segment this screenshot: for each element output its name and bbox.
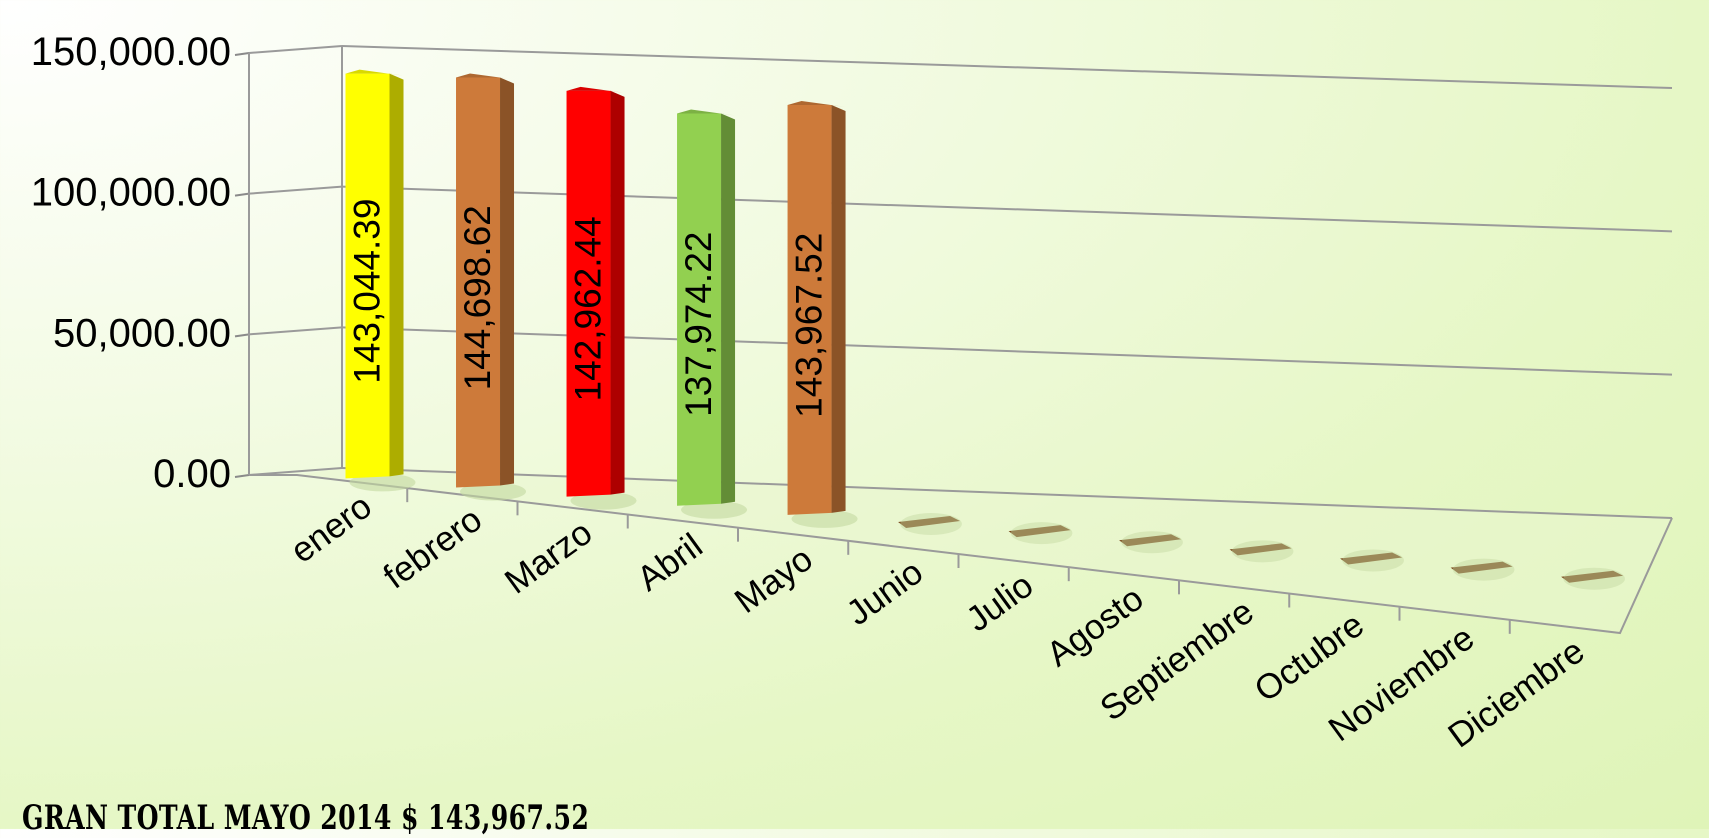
bar-shadow bbox=[1232, 540, 1294, 562]
bar-shadow bbox=[1121, 531, 1183, 553]
gridline bbox=[342, 327, 1672, 374]
x-tick-label: Agosto bbox=[1039, 579, 1150, 675]
bar-shadow bbox=[1453, 559, 1515, 581]
data-label: 137,974.22 bbox=[678, 232, 719, 417]
data-label: 143,967.52 bbox=[789, 233, 830, 418]
side-gridline bbox=[249, 46, 342, 53]
gridline bbox=[342, 187, 1672, 232]
bar-shadow bbox=[1011, 522, 1073, 544]
bar-side bbox=[721, 113, 735, 503]
y-tick-label: 150,000.00 bbox=[31, 30, 231, 74]
y-tick-label: 0.00 bbox=[153, 452, 231, 496]
x-tick-label: Junio bbox=[839, 552, 930, 633]
bar-side bbox=[500, 77, 514, 485]
bar-side bbox=[832, 105, 846, 513]
y-tick-mark bbox=[235, 475, 249, 477]
x-tick-label: Mayo bbox=[728, 539, 820, 621]
side-gridline bbox=[249, 187, 342, 194]
y-tick-mark bbox=[235, 53, 249, 55]
grand-total-text: GRAN TOTAL MAYO 2014 $ 143,967.52 bbox=[22, 798, 589, 838]
bar-shadow bbox=[1563, 568, 1625, 590]
bar-shadow bbox=[1342, 549, 1404, 571]
gridline bbox=[342, 46, 1672, 88]
x-tick-label: Marzo bbox=[498, 513, 600, 602]
data-label: 142,962.44 bbox=[568, 216, 609, 401]
data-label: 143,044.39 bbox=[347, 199, 388, 384]
bar-side bbox=[390, 74, 404, 477]
y-tick-mark bbox=[235, 334, 249, 336]
y-tick-mark bbox=[235, 194, 249, 196]
bar-shadow bbox=[900, 513, 962, 535]
bar-side bbox=[611, 91, 625, 495]
x-tick-label: enero bbox=[283, 487, 378, 571]
side-gridline bbox=[249, 327, 342, 334]
y-tick-label: 100,000.00 bbox=[31, 171, 231, 215]
data-label: 144,698.62 bbox=[457, 205, 498, 390]
data-labels: 143,044.39 144,698.62 142,962.44 137,974.22… bbox=[347, 199, 830, 418]
x-tick-label: Abril bbox=[630, 526, 710, 599]
x-tick-label: febrero bbox=[376, 500, 489, 597]
x-tick-label: Julio bbox=[959, 566, 1040, 640]
y-tick-label: 50,000.00 bbox=[53, 311, 231, 355]
